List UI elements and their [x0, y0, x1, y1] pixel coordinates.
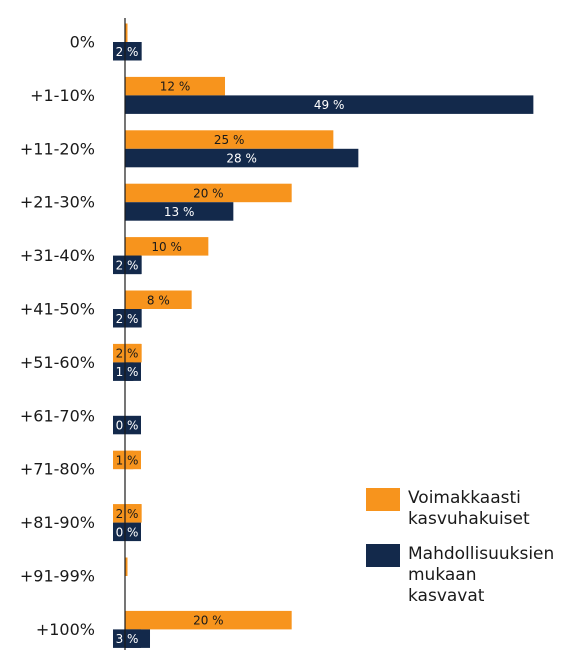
bar [125, 95, 534, 114]
value-label: 12 % [160, 80, 191, 94]
value-label: 8 % [147, 293, 170, 307]
value-label: 2 % [116, 258, 139, 272]
bar [125, 148, 359, 168]
bar [125, 557, 128, 576]
value-label: 0 % [116, 419, 139, 433]
label-box [113, 255, 141, 275]
category-label: +100% [36, 620, 95, 639]
bar [125, 290, 192, 309]
value-label: 1 % [116, 365, 139, 379]
value-label: 2 % [116, 347, 139, 361]
value-label: 2 % [116, 312, 139, 326]
label-box [113, 343, 141, 363]
category-label: +61-70% [20, 406, 95, 425]
label-box [113, 415, 141, 435]
category-label: +31-40% [20, 246, 95, 265]
category-label: +51-60% [20, 353, 95, 372]
value-label: 13 % [164, 205, 195, 219]
value-label: 10 % [151, 240, 182, 254]
category-label: +41-50% [20, 300, 95, 319]
value-label: 2 % [116, 45, 139, 59]
legend-swatch [366, 488, 400, 511]
label-box [113, 362, 141, 381]
legend-item: Voimakkaasti kasvuhakuiset [366, 488, 554, 530]
value-label: 25 % [214, 133, 245, 147]
value-label: 20 % [193, 614, 224, 628]
category-label: +1-10% [30, 86, 95, 105]
category-label: +11-20% [20, 139, 95, 158]
bar [125, 610, 292, 630]
category-label: +21-30% [20, 193, 95, 212]
value-label: 1 % [116, 453, 139, 467]
legend: Voimakkaasti kasvuhakuiset Mahdollisuuksi… [366, 488, 554, 621]
bar [125, 23, 128, 42]
legend-swatch [366, 544, 400, 567]
bar [125, 130, 334, 149]
value-label: 2 % [116, 507, 139, 521]
value-label: 28 % [226, 152, 257, 166]
legend-item: Mahdollisuuksien mukaan kasvavat [366, 544, 554, 607]
label-box [113, 522, 141, 542]
value-label: 49 % [314, 98, 345, 112]
label-box [113, 504, 141, 523]
category-label: +91-99% [20, 567, 95, 586]
label-box [113, 309, 141, 328]
bar [125, 183, 292, 203]
bar [125, 237, 209, 256]
category-label: 0% [70, 33, 95, 52]
bar [125, 202, 234, 221]
label-box [113, 42, 141, 61]
category-label: +71-80% [20, 460, 95, 479]
legend-label: Voimakkaasti kasvuhakuiset [408, 488, 530, 529]
legend-label: Mahdollisuuksien mukaan kasvavat [408, 544, 555, 606]
value-label: 0 % [116, 525, 139, 539]
label-box [113, 450, 141, 470]
bar [125, 76, 226, 96]
category-label: +81-90% [20, 513, 95, 532]
label-box [113, 629, 141, 648]
value-label: 3 % [116, 632, 139, 646]
value-label: 20 % [193, 186, 224, 200]
